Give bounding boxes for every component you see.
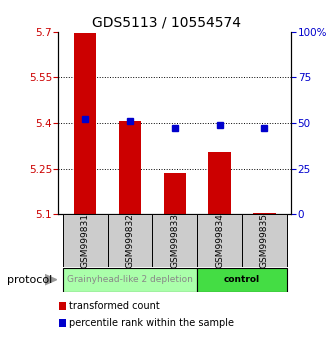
Text: transformed count: transformed count: [69, 301, 160, 311]
FancyBboxPatch shape: [153, 214, 197, 267]
FancyBboxPatch shape: [63, 268, 197, 292]
Text: GSM999835: GSM999835: [260, 213, 269, 268]
Bar: [164, 173, 186, 214]
Text: GDS5113 / 10554574: GDS5113 / 10554574: [92, 16, 241, 30]
Bar: [59, 302, 66, 309]
Text: protocol: protocol: [7, 275, 52, 285]
Text: control: control: [224, 275, 260, 284]
FancyBboxPatch shape: [108, 214, 153, 267]
Text: GSM999832: GSM999832: [126, 213, 135, 268]
FancyBboxPatch shape: [242, 214, 287, 267]
Bar: [208, 152, 231, 214]
Text: Grainyhead-like 2 depletion: Grainyhead-like 2 depletion: [67, 275, 193, 284]
Bar: [59, 319, 66, 326]
Text: GSM999831: GSM999831: [81, 213, 90, 268]
FancyBboxPatch shape: [197, 268, 287, 292]
FancyBboxPatch shape: [197, 214, 242, 267]
Text: GSM999833: GSM999833: [170, 213, 179, 268]
Polygon shape: [45, 275, 57, 285]
Text: GSM999834: GSM999834: [215, 213, 224, 268]
Bar: [253, 213, 276, 214]
Text: percentile rank within the sample: percentile rank within the sample: [69, 318, 234, 328]
Bar: [119, 121, 141, 214]
Bar: [74, 33, 96, 214]
FancyBboxPatch shape: [63, 214, 108, 267]
